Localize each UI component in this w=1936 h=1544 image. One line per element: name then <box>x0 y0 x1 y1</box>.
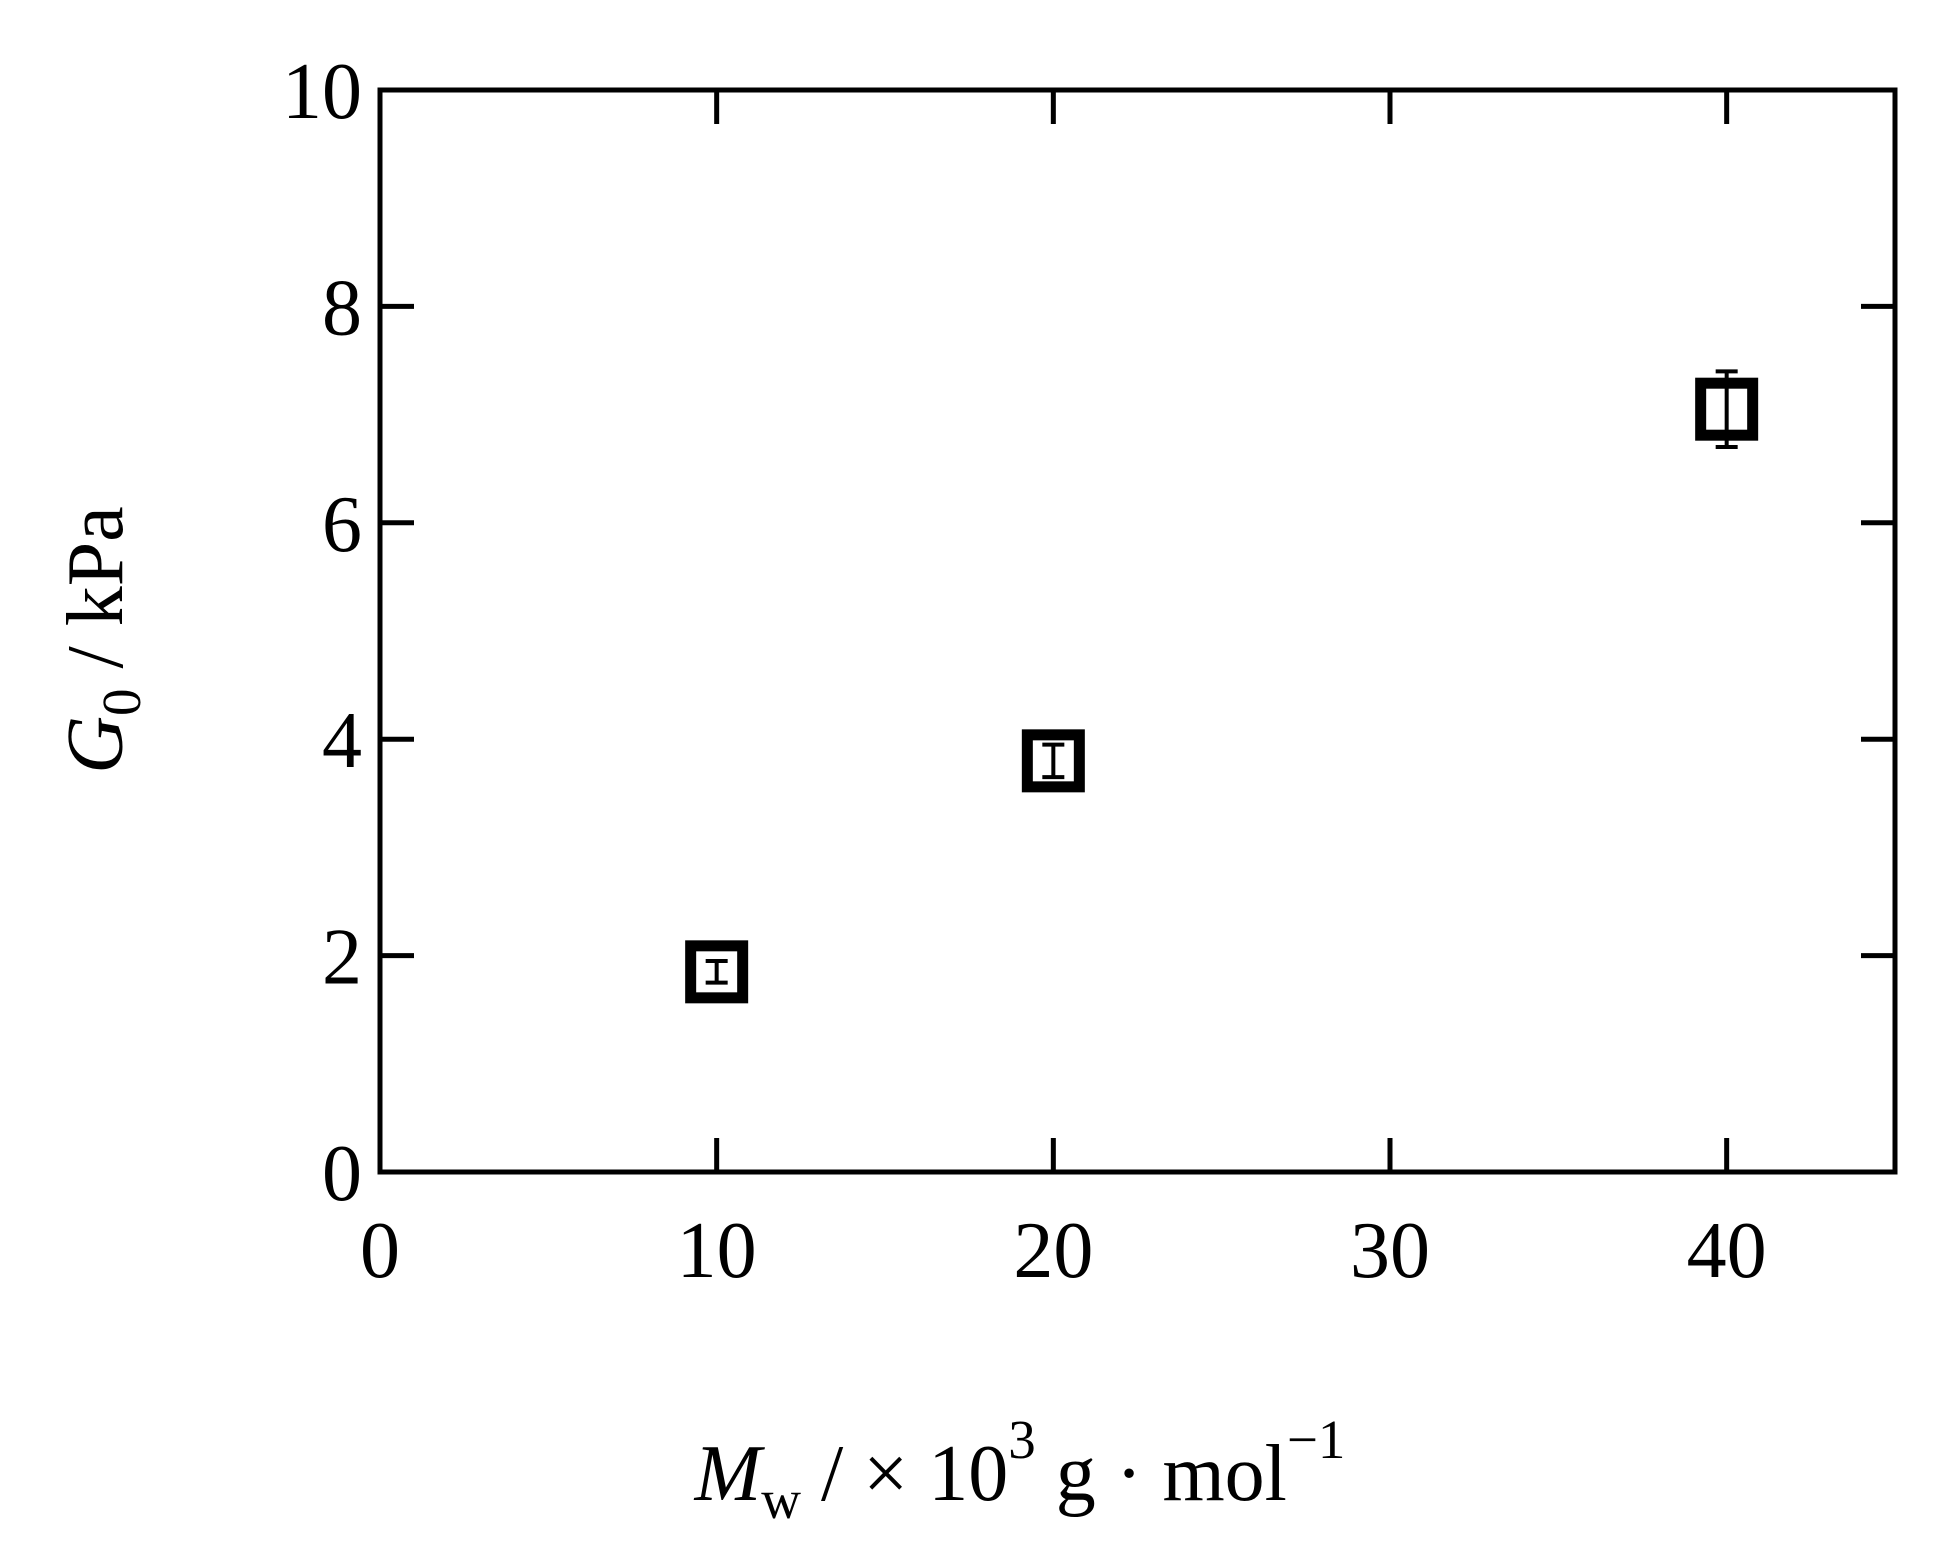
y-tick-label: 8 <box>322 264 362 352</box>
axis-ticks <box>377 87 1895 1175</box>
x-axis-label: Mw / × 103 g · mol−1 <box>694 1409 1346 1530</box>
x-label-subscript: w <box>761 1469 801 1530</box>
data-point-marker <box>1695 377 1759 441</box>
x-label-superscript: 3 <box>1008 1409 1036 1470</box>
data-point-marker <box>685 940 749 1004</box>
x-label-unit-superscript: −1 <box>1287 1409 1346 1470</box>
y-label-symbol: G <box>52 716 140 774</box>
x-tick-label: 10 <box>677 1207 757 1295</box>
data-points <box>685 377 1759 1004</box>
y-tick-label: 0 <box>322 1130 362 1218</box>
x-tick-label: 20 <box>1013 1207 1093 1295</box>
y-tick-label: 4 <box>322 697 362 785</box>
x-label-unit: g · mol <box>1036 1430 1287 1518</box>
x-tick-label: 0 <box>360 1207 400 1295</box>
error-bars <box>705 369 1738 985</box>
data-point-marker <box>1021 729 1085 793</box>
x-tick-label: 30 <box>1350 1207 1430 1295</box>
y-axis-label: G0 / kPa <box>52 506 152 774</box>
y-label-text: / kPa <box>52 506 140 688</box>
y-label-subscript: 0 <box>91 688 152 716</box>
x-label-text: / × 10 <box>801 1430 1008 1518</box>
x-tick-labels: 0 10 20 30 40 <box>360 1207 1767 1295</box>
y-tick-label: 2 <box>322 914 362 1002</box>
x-label-symbol: M <box>694 1430 766 1518</box>
y-tick-label: 10 <box>282 48 362 136</box>
y-tick-label: 6 <box>322 481 362 569</box>
x-tick-label: 40 <box>1687 1207 1767 1295</box>
plot-frame <box>377 87 1898 1175</box>
y-tick-labels: 0 2 4 6 8 10 <box>282 48 362 1218</box>
